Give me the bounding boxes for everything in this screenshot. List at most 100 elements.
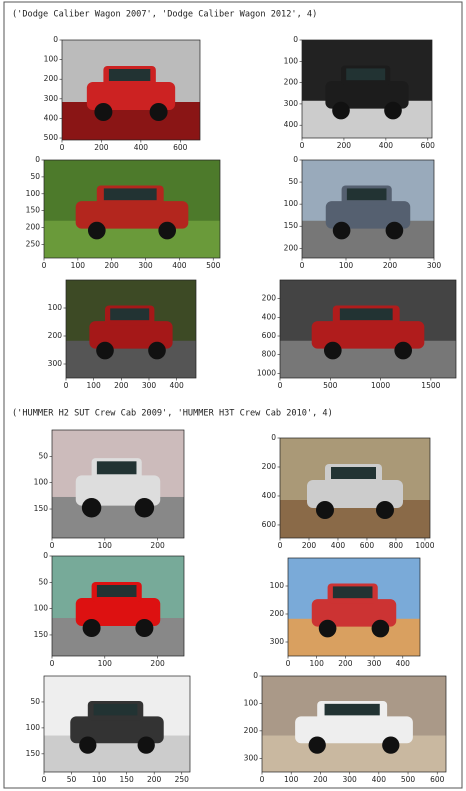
x-tick-label: 400 xyxy=(134,143,149,152)
y-tick-label: 50 xyxy=(38,451,48,460)
car-wheel xyxy=(137,736,155,754)
x-tick-label: 0 xyxy=(278,541,283,550)
car-window xyxy=(110,308,150,321)
car-wheel xyxy=(82,619,101,637)
car-wheel xyxy=(149,103,168,121)
y-tick-label: 50 xyxy=(288,177,298,186)
car-body xyxy=(89,321,173,349)
x-tick-label: 100 xyxy=(284,775,299,784)
y-tick-label: 50 xyxy=(38,577,48,586)
axes-frame xyxy=(301,159,435,259)
car-wheel xyxy=(382,736,400,754)
x-tick-label: 200 xyxy=(105,261,120,270)
y-tick-label: 150 xyxy=(26,749,41,758)
car-body xyxy=(325,201,411,229)
y-tick-label: 300 xyxy=(270,637,285,646)
y-tick-label: 300 xyxy=(48,359,63,368)
y-tick-label: 200 xyxy=(48,331,63,340)
car-window xyxy=(339,308,393,321)
y-tick-label: 0 xyxy=(35,155,40,164)
car-wheel xyxy=(94,103,113,121)
axes-frame xyxy=(287,557,421,657)
x-tick-label: 400 xyxy=(372,775,387,784)
axes-frame xyxy=(65,279,197,379)
axes-frame xyxy=(61,39,201,141)
y-tick-label: 0 xyxy=(43,551,48,560)
axes-frame xyxy=(43,159,221,259)
x-tick-label: 400 xyxy=(331,541,346,550)
car-window xyxy=(331,467,376,479)
y-tick-label: 500 xyxy=(44,133,59,142)
x-tick-label: 400 xyxy=(172,261,187,270)
axes-frame xyxy=(43,675,191,773)
x-tick-label: 0 xyxy=(300,261,305,270)
car-window xyxy=(93,703,138,716)
y-tick-label: 100 xyxy=(26,189,41,198)
y-tick-label: 400 xyxy=(262,312,277,321)
y-tick-label: 150 xyxy=(34,504,49,513)
axes-frame xyxy=(261,675,447,773)
y-tick-label: 100 xyxy=(244,698,259,707)
x-tick-label: 0 xyxy=(300,141,305,150)
y-tick-label: 0 xyxy=(293,35,298,44)
x-tick-label: 0 xyxy=(42,261,47,270)
x-tick-label: 200 xyxy=(337,141,352,150)
car-wheel xyxy=(384,101,402,120)
x-tick-label: 300 xyxy=(142,381,157,390)
y-tick-label: 300 xyxy=(284,99,299,108)
y-tick-label: 400 xyxy=(44,113,59,122)
y-tick-label: 100 xyxy=(34,604,49,613)
car-wheel xyxy=(385,221,404,240)
car-body xyxy=(75,475,161,506)
x-tick-label: 0 xyxy=(50,541,55,550)
group-header: ('HUMMER H2 SUT Crew Cab 2009', 'HUMMER … xyxy=(12,409,333,419)
car-window xyxy=(346,188,387,201)
x-tick-label: 400 xyxy=(396,659,411,668)
y-tick-label: 0 xyxy=(271,433,276,442)
y-tick-label: 0 xyxy=(53,35,58,44)
y-tick-label: 400 xyxy=(262,491,277,500)
car-body xyxy=(307,480,403,508)
y-tick-label: 250 xyxy=(26,239,41,248)
x-tick-label: 600 xyxy=(421,141,436,150)
x-tick-label: 200 xyxy=(383,261,398,270)
car-wheel xyxy=(376,501,394,519)
car-wheel xyxy=(79,736,97,754)
x-tick-label: 1000 xyxy=(415,541,434,550)
x-tick-label: 200 xyxy=(338,659,353,668)
car-window xyxy=(324,703,380,716)
car-wheel xyxy=(316,501,334,519)
y-tick-label: 100 xyxy=(34,478,49,487)
axes-frame xyxy=(279,279,457,379)
y-tick-label: 200 xyxy=(262,294,277,303)
y-tick-label: 0 xyxy=(293,155,298,164)
car-wheel xyxy=(148,341,166,360)
y-tick-label: 100 xyxy=(26,723,41,732)
y-tick-label: 0 xyxy=(253,671,258,680)
x-tick-label: 150 xyxy=(119,775,134,784)
x-tick-label: 0 xyxy=(260,775,265,784)
x-tick-label: 600 xyxy=(430,775,445,784)
x-tick-label: 0 xyxy=(286,659,291,668)
y-tick-label: 200 xyxy=(44,74,59,83)
x-tick-label: 500 xyxy=(401,775,416,784)
y-tick-label: 100 xyxy=(270,581,285,590)
x-tick-label: 100 xyxy=(310,659,325,668)
y-tick-label: 200 xyxy=(270,609,285,618)
car-wheel xyxy=(323,341,342,360)
x-tick-label: 0 xyxy=(42,775,47,784)
x-tick-label: 1000 xyxy=(371,381,390,390)
car-window xyxy=(108,69,151,81)
car-wheel xyxy=(394,341,413,360)
x-tick-label: 300 xyxy=(427,261,442,270)
y-tick-label: 150 xyxy=(284,221,299,230)
y-tick-label: 200 xyxy=(284,243,299,252)
car-wheel xyxy=(81,498,102,518)
axes-frame xyxy=(51,555,185,657)
x-tick-label: 0 xyxy=(278,381,283,390)
car-wheel xyxy=(371,619,390,638)
y-tick-label: 300 xyxy=(244,753,259,762)
x-tick-label: 100 xyxy=(86,381,101,390)
y-tick-label: 50 xyxy=(30,697,40,706)
